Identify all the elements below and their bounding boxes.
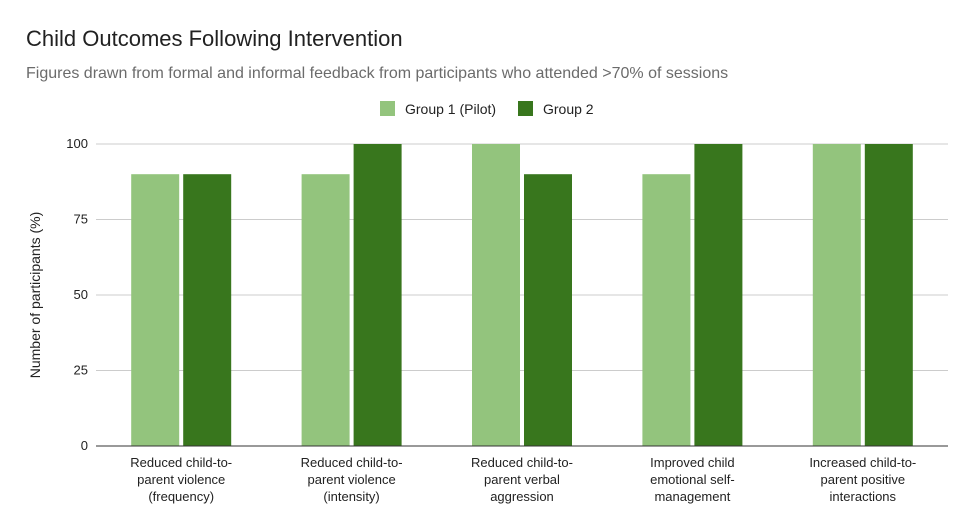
bar-group2-cat1[interactable]: [183, 174, 232, 446]
x-category-label-line: parent violence: [308, 472, 396, 487]
bar-group1-cat1[interactable]: [131, 174, 180, 446]
x-category-label-line: Reduced child-to-: [301, 455, 403, 470]
bar-group2-cat3[interactable]: [524, 174, 572, 446]
bar-group1-cat2[interactable]: [301, 174, 350, 446]
axes: 0 25 50 75 100 Number of participants (%) Redu…: [27, 136, 948, 504]
x-category-label-line: (frequency): [148, 489, 214, 504]
y-tick-label: 100: [66, 136, 88, 151]
bar-group2-cat5[interactable]: [864, 144, 913, 446]
bar-group1-cat3[interactable]: [472, 144, 520, 446]
x-category-label-line: parent verbal: [484, 472, 560, 487]
x-category-label: Increased child-to-parent positive intera…: [809, 455, 916, 504]
legend-label-group2[interactable]: Group 2: [543, 101, 594, 117]
x-category-label: Reduced child-to-parent violence (frequen…: [130, 455, 232, 504]
legend-swatch-group1[interactable]: [380, 101, 395, 116]
legend-label-group1[interactable]: Group 1 (Pilot): [405, 101, 496, 117]
y-tick-label: 50: [74, 287, 88, 302]
y-axis-title: Number of participants (%): [27, 212, 43, 379]
chart-title: Child Outcomes Following Intervention: [26, 26, 403, 51]
x-category-label-line: Improved child: [650, 455, 735, 470]
x-category-label-line: interactions: [830, 489, 897, 504]
x-category-label-line: Reduced child-to-: [130, 455, 232, 470]
legend[interactable]: Group 1 (Pilot) Group 2: [380, 101, 594, 117]
bar-group2-cat4[interactable]: [694, 144, 743, 446]
bar-group1-cat5[interactable]: [812, 144, 861, 446]
x-category-label-line: management: [654, 489, 730, 504]
y-tick-label: 75: [74, 212, 88, 227]
x-category-label-line: Reduced child-to-: [471, 455, 573, 470]
y-tick-label: 0: [81, 438, 88, 453]
x-category-label-line: (intensity): [323, 489, 379, 504]
bars: [131, 144, 913, 446]
x-category-label: Reduced child-to-parent violence (intensi…: [301, 455, 403, 504]
chart-subtitle: Figures drawn from formal and informal f…: [26, 65, 729, 82]
bar-group1-cat4[interactable]: [642, 174, 691, 446]
gridlines: [96, 143, 948, 371]
x-category-label: Improved child emotional self-management: [650, 455, 735, 504]
x-category-label: Reduced child-to-parent verbal aggression: [471, 455, 573, 504]
bar-group2-cat2[interactable]: [353, 144, 402, 446]
x-category-label-line: aggression: [490, 489, 554, 504]
x-category-label-line: emotional self-: [650, 472, 735, 487]
x-category-label-line: parent violence: [137, 472, 225, 487]
y-tick-label: 25: [74, 363, 88, 378]
legend-swatch-group2[interactable]: [518, 101, 533, 116]
x-category-label-line: Increased child-to-: [809, 455, 916, 470]
x-category-label-line: parent positive: [821, 472, 906, 487]
